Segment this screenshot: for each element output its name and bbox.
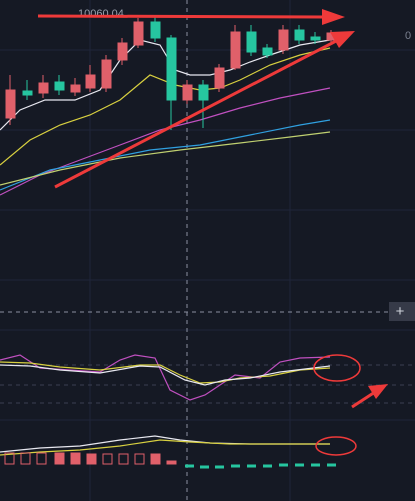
zoom-button-bg[interactable] [389, 302, 415, 321]
macd-histogram-red [4, 452, 177, 465]
zoom-button[interactable]: + [396, 303, 405, 320]
highlight-circle [313, 354, 361, 382]
oscillator-lines [0, 354, 331, 401]
annotation-arrows [37, 9, 388, 409]
macd-histogram-green [185, 463, 336, 469]
highlight-circle [315, 436, 357, 456]
price-label: 10060.04 [78, 8, 124, 20]
indicator-levels [0, 364, 415, 404]
candles [5, 15, 337, 130]
macd-lines [0, 435, 330, 456]
edge-label: 0 [405, 30, 411, 42]
